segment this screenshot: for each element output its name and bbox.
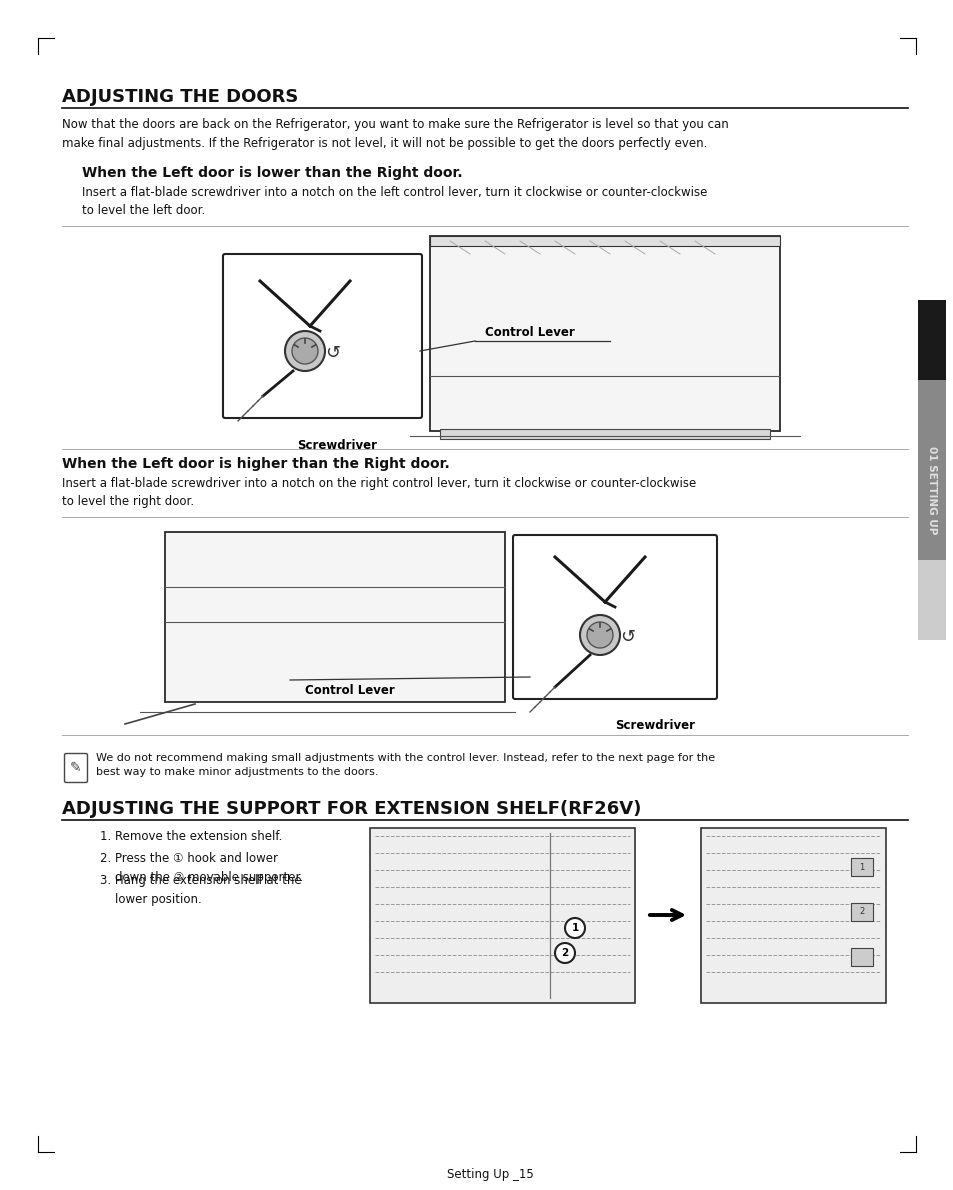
Text: Insert a flat-blade screwdriver into a notch on the left control lever, turn it : Insert a flat-blade screwdriver into a n… [82,186,706,218]
Text: 2. Press the ① hook and lower
    down the ② movable supporter.: 2. Press the ① hook and lower down the ②… [100,852,303,883]
Text: Now that the doors are back on the Refrigerator, you want to make sure the Refri: Now that the doors are back on the Refri… [62,118,728,150]
Text: 01 SETTING UP: 01 SETTING UP [926,446,936,534]
Text: 2: 2 [560,948,568,958]
Text: Setting Up _15: Setting Up _15 [446,1169,533,1180]
Text: 1: 1 [571,923,578,933]
Circle shape [579,615,619,654]
Text: Control Lever: Control Lever [484,326,574,339]
Bar [850,903,872,921]
FancyBboxPatch shape [65,753,88,783]
Text: ✎: ✎ [71,760,82,775]
Text: 3. Hang the extension shelf at the
    lower position.: 3. Hang the extension shelf at the lower… [100,873,301,906]
Circle shape [586,622,613,649]
FancyBboxPatch shape [223,253,421,418]
Text: When the Left door is higher than the Right door.: When the Left door is higher than the Ri… [62,457,449,471]
Bar [917,560,945,640]
Text: ↺: ↺ [619,628,635,646]
Text: ADJUSTING THE DOORS: ADJUSTING THE DOORS [62,88,298,106]
Bar [700,828,885,1003]
Bar [439,430,769,439]
Text: When the Left door is lower than the Right door.: When the Left door is lower than the Rig… [82,165,462,180]
Circle shape [285,331,325,371]
Circle shape [292,338,317,364]
Bar [917,300,945,380]
Text: 2: 2 [859,908,863,916]
Bar [430,236,780,431]
Text: 1. Remove the extension shelf.: 1. Remove the extension shelf. [100,829,282,843]
Circle shape [555,942,575,963]
Bar [917,380,945,560]
Text: We do not recommend making small adjustments with the control lever. Instead, re: We do not recommend making small adjustm… [96,753,715,777]
Bar [430,236,780,246]
Text: Screwdriver: Screwdriver [296,439,376,452]
Bar [165,532,504,702]
Circle shape [564,917,584,938]
Bar [850,858,872,876]
Bar [370,828,635,1003]
Text: ↺: ↺ [325,344,340,362]
Text: ADJUSTING THE SUPPORT FOR EXTENSION SHELF(RF26V): ADJUSTING THE SUPPORT FOR EXTENSION SHEL… [62,800,640,818]
FancyBboxPatch shape [513,536,717,699]
Bar [850,948,872,966]
Text: 1: 1 [859,863,863,871]
Text: Screwdriver: Screwdriver [615,719,695,732]
Text: Insert a flat-blade screwdriver into a notch on the right control lever, turn it: Insert a flat-blade screwdriver into a n… [62,477,696,508]
Text: Control Lever: Control Lever [305,684,395,697]
